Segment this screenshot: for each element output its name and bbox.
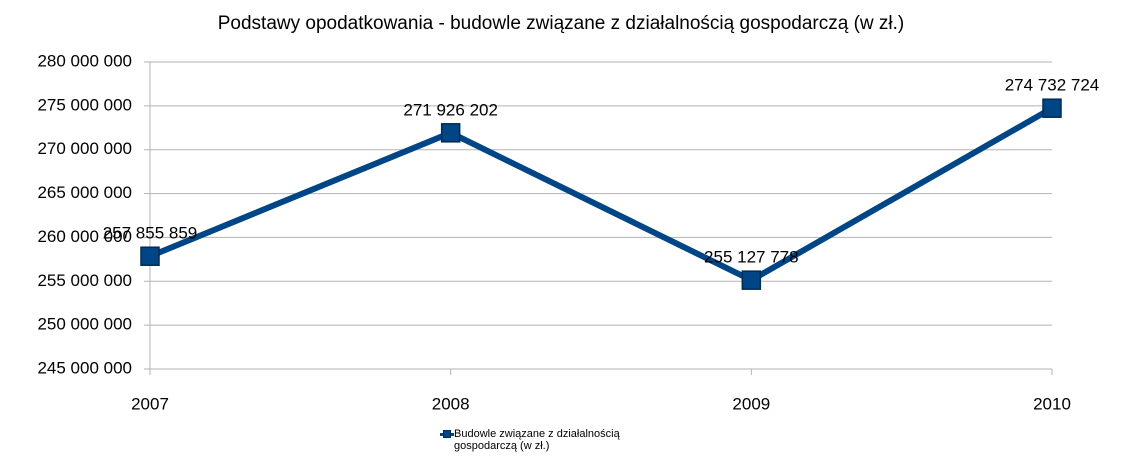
point-marker — [440, 123, 461, 143]
x-tick-label: 2007 — [131, 394, 169, 413]
x-tick-label: 2010 — [1033, 394, 1071, 413]
y-tick-label: 255 000 000 — [37, 271, 132, 290]
legend-swatch — [440, 430, 454, 438]
data-label: 255 127 778 — [704, 248, 799, 267]
point-marker — [140, 246, 160, 266]
y-tick-label: 270 000 000 — [37, 139, 132, 158]
data-label: 271 926 202 — [403, 100, 498, 119]
x-tick-label: 2009 — [732, 394, 770, 413]
point-marker — [741, 270, 762, 290]
data-label: 274 732 724 — [1005, 76, 1100, 95]
series-line — [148, 105, 1054, 284]
y-tick-label: 250 000 000 — [37, 315, 132, 334]
y-tick-label: 260 000 000 — [37, 227, 132, 246]
legend-label: Budowle związane z działalnością gospoda… — [454, 428, 620, 452]
x-tick-label: 2008 — [432, 394, 470, 413]
y-tick-label: 275 000 000 — [37, 95, 132, 114]
data-label: 257 855 859 — [103, 224, 198, 243]
point-marker — [1042, 98, 1062, 118]
chart-title: Podstawy opodatkowania - budowle związan… — [218, 13, 904, 34]
y-tick-label: 245 000 000 — [37, 358, 132, 377]
y-tick-label: 265 000 000 — [37, 183, 132, 202]
y-tick-label: 280 000 000 — [37, 51, 132, 70]
legend: Budowle związane z działalnością gospoda… — [440, 428, 654, 452]
